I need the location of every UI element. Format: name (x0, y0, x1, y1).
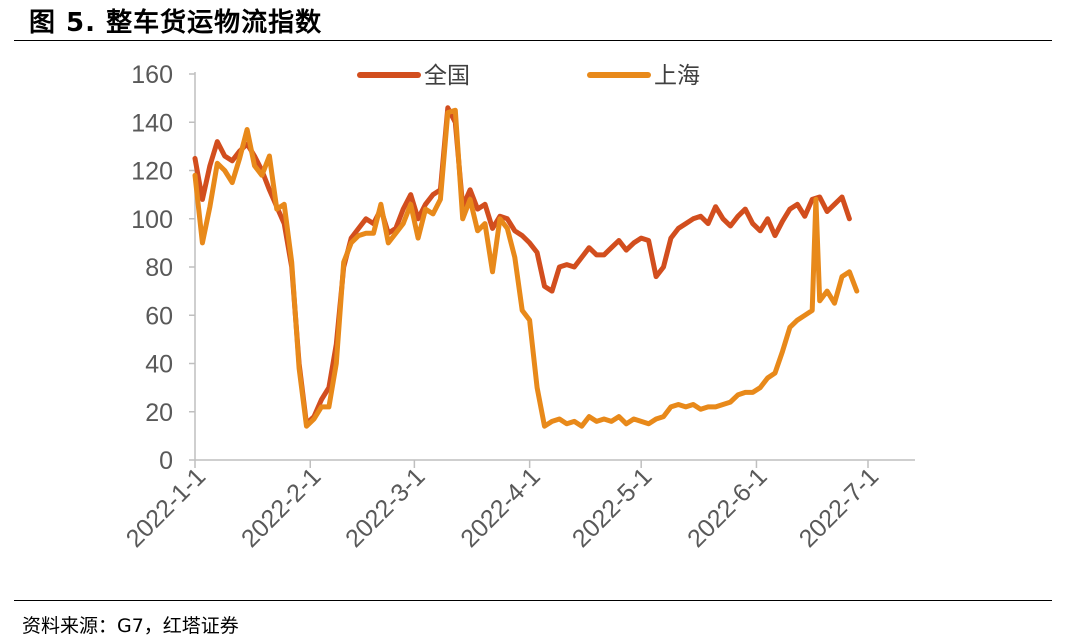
x-tick-label: 2022-3-1 (340, 462, 431, 553)
y-tick-label: 140 (131, 109, 173, 137)
legend: 全国 上海 (357, 63, 700, 89)
y-tick-label: 120 (131, 158, 173, 186)
y-tick-label: 80 (145, 254, 173, 282)
x-tick-label: 2022-4-1 (455, 462, 546, 553)
series-layer (192, 105, 860, 429)
y-tick-label: 100 (131, 206, 173, 234)
top-rule (14, 40, 1052, 41)
legend-label-quanguo: 全国 (424, 63, 470, 89)
bottom-rule (14, 600, 1052, 601)
x-tick-label: 2022-7-1 (794, 462, 885, 553)
figure-title: 图 5. 整车货运物流指数 (29, 8, 323, 38)
x-tick-label: 2022-2-1 (236, 462, 327, 553)
x-tick-label: 2022-6-1 (682, 462, 773, 553)
source-note: 资料来源：G7，红塔证券 (22, 615, 239, 637)
legend-label-shanghai: 上海 (654, 63, 700, 89)
x-tick-label: 2022-1-1 (121, 462, 212, 553)
y-tick-label: 0 (159, 447, 173, 475)
series-line-shanghai (192, 107, 860, 429)
x-tick-label: 2022-5-1 (567, 462, 658, 553)
y-tick-label: 20 (145, 399, 173, 427)
x-axis: 2022-1-1 2022-2-1 2022-3-1 2022-4-1 2022-5-1… (121, 459, 915, 553)
y-axis: 0 20 40 60 80 100 120 140 160 (131, 61, 196, 475)
y-tick-label: 60 (145, 302, 173, 330)
y-tick-label: 40 (145, 351, 173, 379)
y-tick-label: 160 (131, 61, 173, 89)
